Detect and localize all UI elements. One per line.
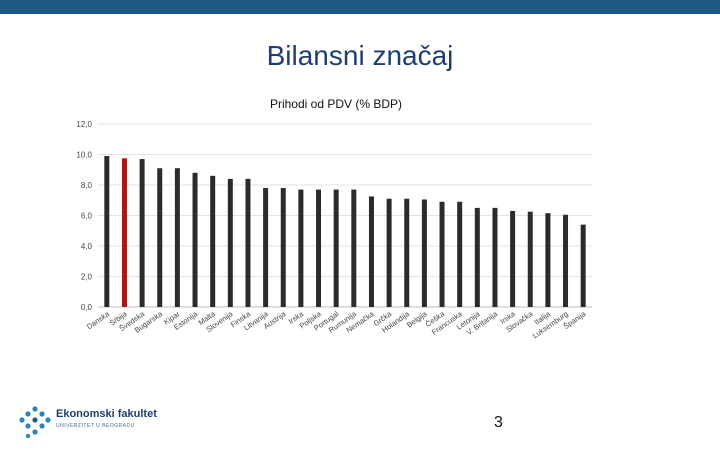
bar xyxy=(192,172,198,307)
bar xyxy=(298,189,304,307)
bar xyxy=(527,211,533,307)
bar xyxy=(474,207,480,307)
bar xyxy=(457,201,463,307)
bar xyxy=(368,196,374,307)
slide-title: Bilansni značaj xyxy=(266,40,454,71)
bar xyxy=(563,214,569,307)
bar xyxy=(245,178,251,307)
bar xyxy=(316,189,322,307)
bar xyxy=(351,189,357,307)
bar xyxy=(421,199,427,307)
top-banner xyxy=(0,0,720,14)
bar xyxy=(439,201,445,307)
page-number: 3 xyxy=(494,414,503,431)
bar xyxy=(263,188,269,307)
bar xyxy=(492,207,498,307)
chart-title: Prihodi od PDV (% BDP) xyxy=(270,97,402,111)
bar xyxy=(404,198,410,307)
bar xyxy=(210,175,216,307)
logo-dots-icon xyxy=(19,406,51,439)
bar xyxy=(280,188,286,307)
y-tick-label: 4,0 xyxy=(81,242,93,251)
bar xyxy=(510,210,516,307)
bar xyxy=(104,156,110,307)
bar xyxy=(121,158,127,307)
bar xyxy=(580,224,586,307)
logo-name: Ekonomski fakultet xyxy=(56,408,157,420)
y-tick-label: 8,0 xyxy=(81,181,93,190)
bar xyxy=(386,198,392,307)
y-tick-label: 12,0 xyxy=(76,120,92,129)
bar xyxy=(227,178,233,307)
bar xyxy=(545,213,551,307)
y-tick-label: 10,0 xyxy=(76,151,92,160)
bar xyxy=(333,189,339,307)
faculty-logo: Ekonomski fakultet UNIVERZITET U BEOGRAD… xyxy=(18,405,158,439)
y-tick-label: 6,0 xyxy=(81,212,93,221)
y-tick-label: 2,0 xyxy=(81,273,93,282)
bar xyxy=(174,168,180,307)
y-tick-label: 0,0 xyxy=(81,303,93,312)
bar xyxy=(139,159,145,307)
logo-subtitle: UNIVERZITET U BEOGRADU xyxy=(56,423,135,429)
bar xyxy=(157,168,163,307)
